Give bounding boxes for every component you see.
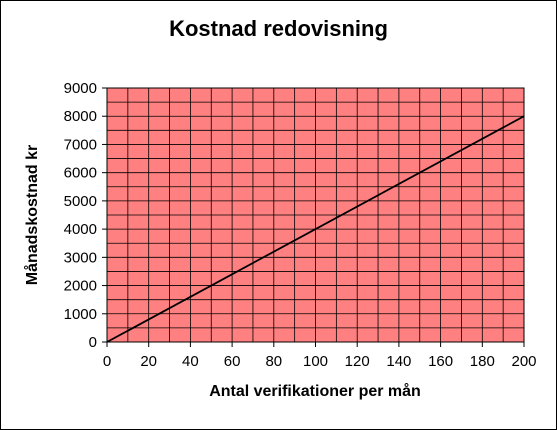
y-tick-label: 2000 (64, 278, 97, 295)
x-tick-label: 120 (345, 353, 370, 370)
x-tick-label: 0 (103, 353, 111, 370)
x-tick-label: 60 (224, 353, 241, 370)
tick-labels: 0 20 40 60 80 100 120 140 160 180 2000100020003000… (64, 80, 537, 370)
x-tick-label: 160 (428, 353, 453, 370)
y-tick-label: 3000 (64, 249, 97, 266)
x-tick-label: 140 (386, 353, 411, 370)
x-tick-label: 180 (470, 353, 495, 370)
x-tick-label: 200 (511, 353, 536, 370)
y-tick-label: 5000 (64, 193, 97, 210)
y-tick-label: 7000 (64, 136, 97, 153)
series (106, 115, 525, 343)
x-tick-label: 100 (303, 353, 328, 370)
series-line (106, 115, 525, 343)
y-tick-label: 0 (89, 334, 97, 351)
x-tick-label: 40 (182, 353, 199, 370)
grid (106, 87, 525, 343)
y-tick-label: 8000 (64, 108, 97, 125)
y-tick-label: 9000 (64, 80, 97, 97)
y-tick-label: 6000 (64, 165, 97, 182)
x-tick-label: 80 (265, 353, 282, 370)
y-tick-label: 1000 (64, 306, 97, 323)
x-tick-label: 20 (140, 353, 157, 370)
chart-title: Kostnad redovisning (169, 16, 388, 41)
x-axis-label: Antal verifikationer per mån (209, 383, 421, 400)
y-tick-label: 4000 (64, 221, 97, 238)
